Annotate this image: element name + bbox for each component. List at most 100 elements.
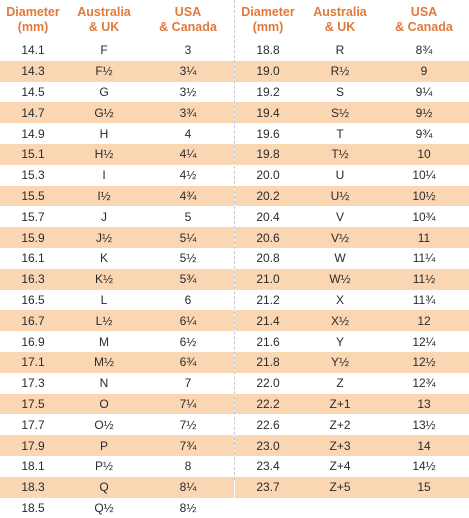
au-uk-size-cell: S bbox=[335, 84, 344, 99]
diameter-cell: 20.6 bbox=[256, 230, 280, 245]
table-row: 16.5 L 6 bbox=[0, 290, 234, 311]
au-uk-size-cell: X½ bbox=[330, 313, 349, 328]
au-uk-size-cell: Z bbox=[336, 376, 344, 391]
diameter-cell: 19.6 bbox=[256, 126, 280, 141]
diameter-cell: 16.9 bbox=[21, 334, 45, 349]
usa-canada-size-cell: 14½ bbox=[412, 459, 436, 474]
table-row: 22.6 Z+2 13½ bbox=[235, 414, 469, 435]
header-diameter: Diameter (mm) bbox=[0, 5, 66, 35]
table-row: 19.6 T 9¾ bbox=[235, 123, 469, 144]
usa-canada-size-cell: 7½ bbox=[179, 417, 197, 432]
table-row: 21.2 X 11¾ bbox=[235, 290, 469, 311]
diameter-cell: 22.0 bbox=[256, 376, 280, 391]
usa-canada-size-cell: 11¾ bbox=[412, 292, 436, 307]
table-row: 14.7 G½ 3¾ bbox=[0, 102, 234, 124]
usa-canada-size-cell: 4½ bbox=[179, 168, 197, 183]
diameter-cell: 18.1 bbox=[21, 459, 45, 474]
au-uk-size-cell: M½ bbox=[93, 355, 114, 370]
usa-canada-size-cell: 4 bbox=[184, 126, 192, 141]
table-row bbox=[235, 498, 469, 518]
au-uk-size-cell: H½ bbox=[94, 147, 114, 162]
au-uk-size-cell: F bbox=[100, 43, 108, 58]
table-row: 19.8 T½ 10 bbox=[235, 143, 469, 165]
table-row: 21.0 W½ 11½ bbox=[235, 268, 469, 290]
usa-canada-size-cell: 10¾ bbox=[412, 209, 436, 224]
diameter-cell: 19.0 bbox=[256, 64, 280, 79]
diameter-cell: 21.4 bbox=[256, 313, 280, 328]
table-row: 14.1 F 3 bbox=[0, 40, 234, 61]
diameter-cell: 15.9 bbox=[21, 230, 45, 245]
diameter-cell: 21.6 bbox=[256, 334, 280, 349]
au-uk-size-cell: S½ bbox=[330, 105, 349, 120]
table-row: 22.0 Z 12¾ bbox=[235, 373, 469, 394]
au-uk-size-cell: O½ bbox=[94, 417, 114, 432]
header-diameter-line1: Diameter bbox=[241, 5, 295, 19]
table-row: 16.7 L½ 6¼ bbox=[0, 310, 234, 332]
au-uk-size-cell: U bbox=[335, 168, 345, 183]
usa-canada-size-cell: 6¾ bbox=[179, 355, 197, 370]
diameter-cell: 20.4 bbox=[256, 209, 280, 224]
au-uk-size-cell: W bbox=[334, 251, 346, 266]
diameter-cell: 20.0 bbox=[256, 168, 280, 183]
table-row: 20.6 V½ 11 bbox=[235, 227, 469, 248]
header-usa-canada-line2: & Canada bbox=[159, 20, 217, 34]
table-row: 14.3 F½ 3¼ bbox=[0, 60, 234, 82]
usa-canada-size-cell: 3¾ bbox=[179, 105, 197, 120]
table-row: 17.3 N 7 bbox=[0, 373, 234, 394]
usa-canada-size-cell: 4¼ bbox=[179, 147, 197, 162]
diameter-cell: 17.7 bbox=[21, 417, 45, 432]
diameter-cell: 22.2 bbox=[256, 396, 280, 411]
usa-canada-size-cell: 12¼ bbox=[412, 334, 436, 349]
diameter-cell: 14.1 bbox=[21, 43, 45, 58]
usa-canada-size-cell: 9½ bbox=[415, 105, 433, 120]
usa-canada-size-cell: 12 bbox=[417, 313, 431, 328]
au-uk-size-cell: K½ bbox=[94, 272, 113, 287]
diameter-cell: 18.8 bbox=[256, 43, 280, 58]
au-uk-size-cell: R bbox=[335, 43, 345, 58]
usa-canada-size-cell: 4¾ bbox=[179, 188, 197, 203]
diameter-cell: 19.8 bbox=[256, 147, 280, 162]
header-usa-canada-line2: & Canada bbox=[395, 20, 453, 34]
table-row: 22.2 Z+1 13 bbox=[235, 393, 469, 415]
au-uk-size-cell: L½ bbox=[95, 313, 113, 328]
table-body-left: 14.1 F 3 14.3 F½ 3¼ 14.5 G 3½ 14.7 G½ 3¾ 14.9 H 4 15.1 H… bbox=[0, 40, 234, 518]
usa-canada-size-cell: 10¼ bbox=[412, 168, 436, 183]
diameter-cell: 17.9 bbox=[21, 438, 45, 453]
au-uk-size-cell: P½ bbox=[94, 459, 113, 474]
header-au-uk: Australia & UK bbox=[301, 5, 379, 35]
header-diameter-line1: Diameter bbox=[6, 5, 60, 19]
table-row: 16.3 K½ 5¾ bbox=[0, 268, 234, 290]
au-uk-size-cell: W½ bbox=[329, 272, 351, 287]
header-usa-canada-line1: USA bbox=[174, 5, 202, 19]
header-usa-canada-line1: USA bbox=[410, 5, 438, 19]
table-row: 17.7 O½ 7½ bbox=[0, 414, 234, 435]
usa-canada-size-cell: 9 bbox=[420, 64, 428, 79]
table-row: 19.2 S 9¼ bbox=[235, 82, 469, 103]
table-row: 15.7 J 5 bbox=[0, 206, 234, 227]
au-uk-size-cell: T bbox=[336, 126, 344, 141]
au-uk-size-cell: Q bbox=[99, 480, 109, 495]
diameter-cell: 19.4 bbox=[256, 105, 280, 120]
au-uk-size-cell: Z+4 bbox=[329, 459, 351, 474]
table-row: 20.0 U 10¼ bbox=[235, 165, 469, 186]
table-row: 20.8 W 11¼ bbox=[235, 248, 469, 269]
diameter-cell: 15.3 bbox=[21, 168, 45, 183]
usa-canada-size-cell: 5 bbox=[184, 209, 192, 224]
au-uk-size-cell: K bbox=[99, 251, 108, 266]
au-uk-size-cell: H bbox=[99, 126, 109, 141]
table-row: 17.5 O 7¼ bbox=[0, 393, 234, 415]
diameter-cell: 16.3 bbox=[21, 272, 45, 287]
au-uk-size-cell: I½ bbox=[97, 188, 111, 203]
au-uk-size-cell: F½ bbox=[95, 64, 113, 79]
table-row: 16.1 K 5½ bbox=[0, 248, 234, 269]
au-uk-size-cell: T½ bbox=[331, 147, 349, 162]
usa-canada-size-cell: 7 bbox=[184, 376, 192, 391]
usa-canada-size-cell: 9¾ bbox=[415, 126, 433, 141]
header-diameter: Diameter (mm) bbox=[235, 5, 301, 35]
diameter-cell: 17.1 bbox=[21, 355, 45, 370]
diameter-cell: 21.0 bbox=[256, 272, 280, 287]
table-header-right: Diameter (mm) Australia & UK USA & Canad… bbox=[235, 0, 469, 40]
table-row: 15.1 H½ 4¼ bbox=[0, 143, 234, 165]
header-au-uk-line1: Australia bbox=[313, 5, 367, 19]
usa-canada-size-cell: 5½ bbox=[179, 251, 197, 266]
